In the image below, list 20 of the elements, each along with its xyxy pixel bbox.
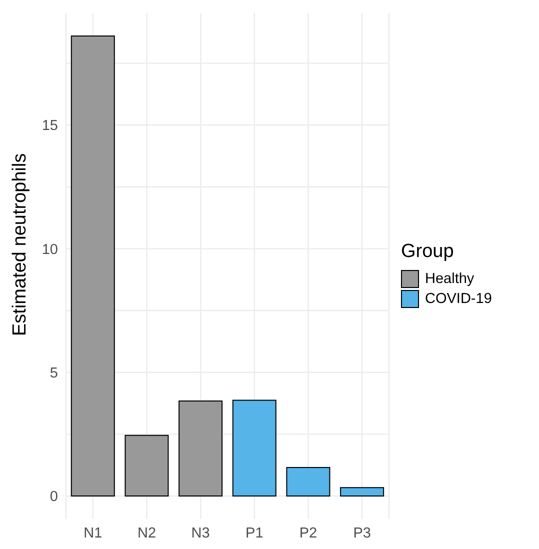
bar <box>70 36 115 496</box>
x-tick-label: P1 <box>246 525 264 542</box>
y-tick-label: 0 <box>50 489 58 506</box>
x-tick-label: P2 <box>299 525 318 542</box>
x-tick-label: N2 <box>137 525 156 542</box>
bar <box>124 434 169 496</box>
y-tick-label: 15 <box>42 118 58 134</box>
y-axis-title: Estimated neutrophils <box>10 153 31 336</box>
x-tick-label: N1 <box>84 525 102 542</box>
y-tick-label: 5 <box>50 365 58 382</box>
bar <box>286 467 330 496</box>
legend-title: Group <box>401 240 455 262</box>
bar <box>340 487 384 496</box>
legend-label: COVID-19 <box>424 290 493 308</box>
bar <box>178 400 223 496</box>
legend-label: Healthy <box>424 270 476 288</box>
bar <box>232 400 276 496</box>
y-tick-label: 10 <box>42 242 58 258</box>
x-tick-label: P3 <box>353 525 371 542</box>
x-tick-label: N3 <box>191 525 210 542</box>
